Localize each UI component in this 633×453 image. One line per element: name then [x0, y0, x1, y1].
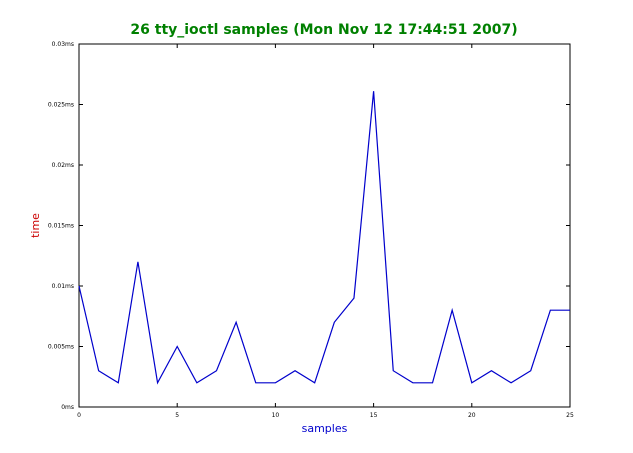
chart-title: 26 tty_ioctl samples (Mon Nov 12 17:44:5… [130, 22, 517, 38]
x-tick-label: 20 [468, 412, 476, 419]
y-tick-label: 0ms [61, 404, 74, 411]
series-layer [78, 91, 570, 385]
x-axis-label: samples [302, 422, 348, 435]
y-axis-label: time [29, 213, 42, 238]
y-tick-label: 0.03ms [52, 41, 74, 48]
x-tick-label: 5 [175, 412, 179, 419]
x-tick-label: 15 [370, 412, 378, 419]
y-tick-label: 0.015ms [48, 223, 74, 230]
y-tick-label: 0.02ms [52, 162, 74, 169]
x-axis-ticks: 0 5 10 15 20 25 [77, 44, 574, 419]
x-tick-label: 25 [566, 412, 574, 419]
y-tick-label: 0.01ms [52, 283, 74, 290]
y-tick-label: 0.005ms [48, 344, 74, 351]
series-line [78, 91, 570, 385]
plot-area: 0 5 10 15 20 25 0ms 0.005ms 0.01ms 0.015ms 0.02ms… [48, 41, 574, 419]
y-tick-label: 0.025ms [48, 102, 74, 109]
x-tick-label: 0 [77, 412, 81, 419]
x-tick-label: 10 [272, 412, 280, 419]
y-axis-ticks: 0ms 0.005ms 0.01ms 0.015ms 0.02ms 0.025ms 0.03… [48, 41, 570, 411]
